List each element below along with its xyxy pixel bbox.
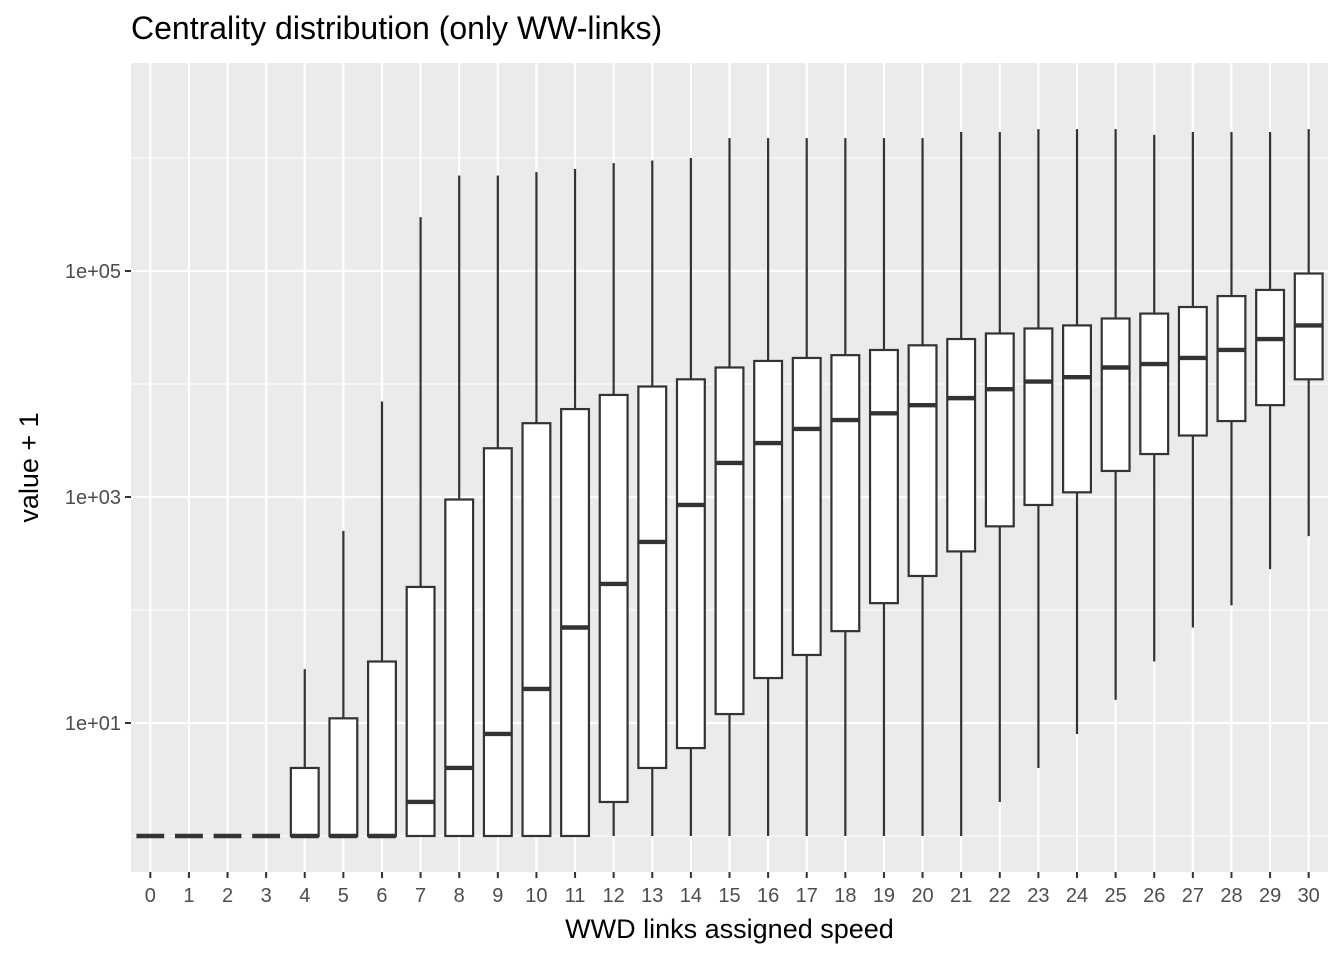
x-tick-label: 7: [415, 885, 426, 907]
box-21: [946, 131, 977, 836]
x-tick-label: 24: [1066, 885, 1088, 907]
box-body: [482, 447, 513, 838]
x-tick-label: 8: [454, 885, 465, 907]
box-body: [598, 393, 629, 804]
x-tick-label: 3: [261, 885, 272, 907]
x-tick-label: 19: [873, 885, 895, 907]
x-tick-label: 29: [1259, 885, 1281, 907]
box-18: [830, 138, 861, 836]
x-tick-label: 30: [1298, 885, 1320, 907]
x-tick-label: 15: [718, 885, 740, 907]
box-body: [714, 366, 745, 716]
x-tick-label: 10: [525, 885, 547, 907]
x-tick-label: 22: [989, 885, 1011, 907]
y-axis: 1e+01 1e+03 1e+05: [65, 261, 131, 735]
x-tick-label: 0: [145, 885, 156, 907]
box-20: [907, 138, 938, 836]
x-tick-label: 18: [834, 885, 856, 907]
box-11: [560, 168, 591, 838]
x-tick-label: 6: [376, 885, 387, 907]
box-30: [1293, 129, 1324, 537]
x-tick-label: 4: [299, 885, 310, 907]
box-body: [675, 378, 706, 750]
box-body: [560, 407, 591, 838]
boxes-layer: [136, 129, 1324, 839]
box-body: [984, 332, 1015, 528]
x-tick-label: 12: [603, 885, 625, 907]
x-tick-label: 17: [796, 885, 818, 907]
x-tick-label: 5: [338, 885, 349, 907]
x-tick-label: 2: [222, 885, 233, 907]
box-19: [868, 138, 899, 836]
box-body: [521, 422, 552, 838]
x-tick-label: 20: [911, 885, 933, 907]
box-22: [984, 131, 1015, 802]
box-body: [1177, 305, 1208, 437]
box-body: [366, 660, 397, 838]
x-tick-label: 13: [641, 885, 663, 907]
box-5: [328, 531, 359, 839]
box-body: [1216, 294, 1247, 423]
x-tick-label: 11: [565, 885, 586, 907]
box-14: [675, 158, 706, 836]
y-axis-title: value + 1: [14, 412, 44, 522]
box-body: [289, 766, 320, 838]
y-tick-label: 1e+05: [65, 261, 121, 283]
y-tick-label: 1e+03: [65, 487, 121, 509]
box-23: [1023, 129, 1054, 768]
box-12: [598, 163, 629, 836]
box-body: [753, 359, 784, 680]
box-body: [1255, 288, 1286, 407]
x-axis-title: WWD links assigned speed: [565, 914, 894, 944]
x-tick-label: 28: [1220, 885, 1242, 907]
box-28: [1216, 131, 1247, 606]
x-tick-label: 26: [1143, 885, 1165, 907]
x-tick-label: 27: [1182, 885, 1204, 907]
x-tick-label: 1: [183, 885, 194, 907]
box-24: [1062, 129, 1093, 734]
x-axis: 0 1 2 3 4 5 6 7 8 9 10 11 12 13 14 15 16 17 18 19 20 21 22 23 24…: [145, 872, 1320, 907]
x-tick-label: 14: [680, 885, 702, 907]
box-15: [714, 138, 745, 836]
box-8: [444, 175, 475, 838]
box-body: [1100, 317, 1131, 473]
box-body: [791, 356, 822, 657]
y-tick-label: 1e+01: [65, 713, 121, 735]
box-26: [1139, 134, 1170, 662]
box-6: [366, 401, 397, 839]
box-17: [791, 138, 822, 836]
box-body: [907, 344, 938, 578]
box-body: [1023, 327, 1054, 507]
box-29: [1255, 131, 1286, 570]
x-tick-label: 21: [950, 885, 972, 907]
box-25: [1100, 129, 1131, 700]
box-13: [637, 160, 668, 836]
box-4: [289, 669, 320, 839]
box-7: [405, 217, 436, 838]
box-body: [946, 337, 977, 553]
box-body: [444, 498, 475, 838]
box-9: [482, 175, 513, 838]
box-body: [328, 717, 359, 838]
x-tick-label: 16: [757, 885, 779, 907]
box-body: [830, 354, 861, 633]
x-tick-label: 25: [1105, 885, 1127, 907]
box-body: [1139, 312, 1170, 456]
box-body: [868, 348, 899, 605]
box-27: [1177, 131, 1208, 628]
box-body: [405, 585, 436, 838]
box-body: [1062, 324, 1093, 494]
box-10: [521, 172, 552, 838]
box-body: [637, 385, 668, 770]
x-tick-label: 23: [1027, 885, 1049, 907]
x-tick-label: 9: [492, 885, 503, 907]
chart-title: Centrality distribution (only WW-links): [131, 10, 663, 46]
box-16: [753, 138, 784, 836]
